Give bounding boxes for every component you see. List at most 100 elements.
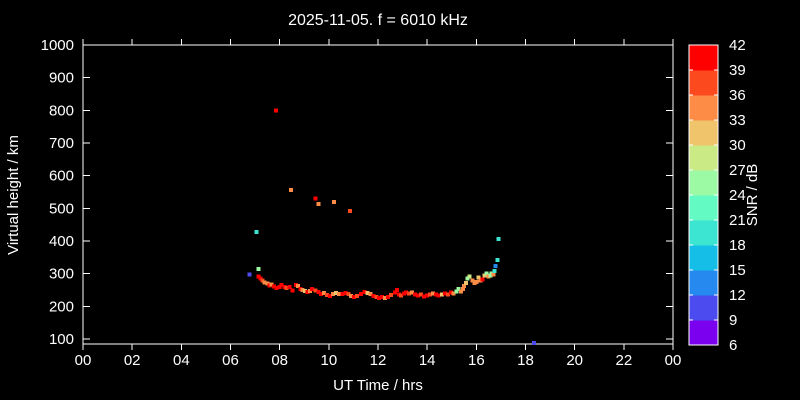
data-point <box>290 288 295 293</box>
data-point <box>419 292 424 297</box>
data-point <box>445 292 450 297</box>
data-point <box>380 294 385 299</box>
data-point <box>493 263 498 268</box>
x-tick-label: 14 <box>419 352 436 369</box>
y-axis-label: Virtual height / km <box>5 135 22 255</box>
data-point <box>277 285 282 290</box>
data-point <box>424 293 429 298</box>
data-point <box>343 291 348 296</box>
data-point <box>269 282 274 287</box>
data-point <box>442 291 447 296</box>
data-point <box>496 237 501 242</box>
data-point <box>491 272 496 277</box>
x-tick-label: 12 <box>370 352 387 369</box>
data-point <box>406 291 411 296</box>
colorbar-segment <box>689 195 718 221</box>
data-points <box>247 108 537 346</box>
plot-title: 2025-11-05. f = 6010 kHz <box>288 12 468 29</box>
data-point <box>349 293 354 298</box>
data-point <box>305 290 310 295</box>
data-point <box>389 292 394 297</box>
x-tick-label: 08 <box>271 352 288 369</box>
data-point <box>302 289 307 294</box>
colorbar-tick-label: 12 <box>729 287 746 304</box>
data-point <box>461 283 466 288</box>
data-point <box>532 341 537 346</box>
data-point <box>331 292 336 297</box>
data-point <box>333 291 338 296</box>
data-point <box>394 287 399 292</box>
colorbar-segment <box>689 220 718 246</box>
colorbar-segment <box>689 145 718 171</box>
data-point <box>368 292 373 297</box>
data-point <box>476 275 481 280</box>
colorbar-tick-label: 15 <box>729 262 746 279</box>
colorbar-segment <box>689 270 718 296</box>
data-point <box>316 201 321 206</box>
data-point <box>470 278 475 283</box>
data-point <box>377 295 382 300</box>
data-point <box>298 286 303 291</box>
data-point <box>448 290 453 295</box>
x-tick-label: 10 <box>320 352 337 369</box>
data-point <box>439 292 444 297</box>
data-point <box>288 188 293 193</box>
data-point <box>272 284 277 289</box>
x-tick-label: 06 <box>222 352 239 369</box>
data-point <box>358 292 363 297</box>
y-tick-label: 500 <box>49 200 74 217</box>
colorbar-segment <box>689 245 718 271</box>
data-point <box>371 293 376 298</box>
x-tick-label: 00 <box>75 352 92 369</box>
colorbar-tick-label: 36 <box>729 87 746 104</box>
data-point <box>392 290 397 295</box>
x-tick-label: 00 <box>665 352 682 369</box>
data-point <box>480 277 485 282</box>
colorbar-tick-label: 18 <box>729 237 746 254</box>
x-axis-label: UT Time / hrs <box>333 377 423 394</box>
colorbar-tick-label: 21 <box>729 212 746 229</box>
data-point <box>284 286 289 291</box>
y-tick-label: 300 <box>49 266 74 283</box>
data-point <box>383 295 388 300</box>
data-point <box>456 286 461 291</box>
data-point <box>293 283 298 288</box>
data-point <box>474 279 479 284</box>
data-point <box>386 294 391 299</box>
data-point <box>322 291 327 296</box>
colorbar-segment <box>689 120 718 146</box>
data-point <box>427 292 432 297</box>
data-point <box>336 292 341 297</box>
data-point <box>262 280 267 285</box>
data-point <box>347 209 352 214</box>
x-tick-label: 16 <box>468 352 485 369</box>
colorbar-segment <box>689 70 718 96</box>
colorbar-tick-label: 24 <box>729 187 746 204</box>
data-point <box>313 196 318 201</box>
data-point <box>355 293 360 298</box>
data-point <box>316 290 321 295</box>
y-tick-label: 700 <box>49 135 74 152</box>
data-point <box>495 258 500 263</box>
colorbar-tick-label: 9 <box>729 312 737 329</box>
x-tick-label: 22 <box>615 352 632 369</box>
data-point <box>421 294 426 299</box>
colorbar-tick-label: 33 <box>729 112 746 129</box>
data-point <box>458 289 463 294</box>
data-point <box>430 291 435 296</box>
data-point <box>463 280 468 285</box>
data-point <box>274 108 279 113</box>
data-point <box>362 290 367 295</box>
data-point <box>340 292 345 297</box>
data-point <box>279 283 284 288</box>
data-point <box>352 294 357 299</box>
colorbar-segment <box>689 170 718 196</box>
data-point <box>254 229 259 234</box>
data-point <box>346 292 351 297</box>
colorbar-tick-label: 6 <box>729 337 737 354</box>
colorbar-tick-label: 30 <box>729 137 746 154</box>
data-point <box>325 292 330 297</box>
data-point <box>460 286 465 291</box>
